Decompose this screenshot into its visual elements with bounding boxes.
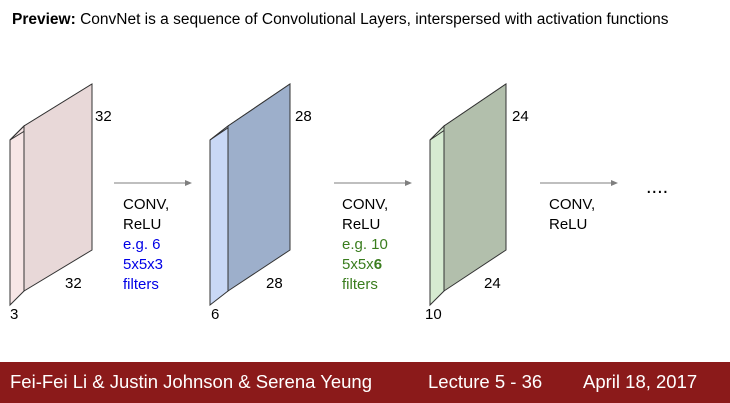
volume-3-width-label: 24 bbox=[484, 275, 501, 292]
step-1-filters: filters bbox=[123, 276, 159, 293]
step-2-label: CONV, ReLU e.g. 10 5x5x6 filters bbox=[342, 195, 388, 295]
step-3-label: CONV, ReLU bbox=[549, 195, 595, 235]
arrow-3 bbox=[540, 180, 618, 186]
volume-1-side bbox=[9, 124, 25, 307]
step-1-op-relu: ReLU bbox=[123, 216, 162, 233]
input-volume bbox=[9, 83, 93, 307]
ellipsis: .... bbox=[646, 176, 669, 198]
arrow-1 bbox=[114, 180, 192, 186]
step-3-op-conv: CONV, bbox=[549, 196, 596, 213]
conv1-volume bbox=[209, 83, 291, 307]
convnet-diagram bbox=[9, 83, 618, 307]
slide-footer: Fei-Fei Li & Justin Johnson & Serena Yeu… bbox=[0, 362, 730, 403]
arrow-2 bbox=[334, 180, 412, 186]
volume-1-face bbox=[23, 83, 93, 292]
volume-1-edge bbox=[9, 125, 25, 141]
volume-2-depth-label: 6 bbox=[211, 306, 220, 323]
step-2-filter-size: 5x5x6 bbox=[342, 256, 383, 273]
conv2-volume bbox=[429, 83, 507, 307]
volume-1-depth-label: 3 bbox=[10, 306, 19, 323]
volume-3-height-label: 24 bbox=[512, 108, 529, 125]
volume-2-height-label: 28 bbox=[295, 108, 312, 125]
footer-date: April 18, 2017 bbox=[583, 371, 698, 392]
title-bold-prefix: Preview: bbox=[12, 11, 76, 28]
volume-1-height-label: 32 bbox=[95, 108, 112, 125]
step-1-example: e.g. 6 bbox=[123, 236, 161, 253]
volume-1-width-label: 32 bbox=[65, 275, 82, 292]
footer-lecture: Lecture 5 - 36 bbox=[428, 371, 543, 392]
volume-2-face bbox=[227, 83, 291, 292]
step-1-op-conv: CONV, bbox=[123, 196, 170, 213]
step-2-filters: filters bbox=[342, 276, 378, 293]
volume-3-side bbox=[429, 124, 445, 307]
step-1-label: CONV, ReLU e.g. 6 5x5x3 filters bbox=[123, 195, 169, 295]
step-2-example: e.g. 10 bbox=[342, 236, 388, 253]
volume-2-side bbox=[209, 124, 229, 307]
volume-3-depth-label: 10 bbox=[425, 306, 442, 323]
volume-3-face bbox=[443, 83, 507, 292]
volume-2-width-label: 28 bbox=[266, 275, 283, 292]
step-2-op-relu: ReLU bbox=[342, 216, 381, 233]
step-3-op-relu: ReLU bbox=[549, 216, 588, 233]
slide-title: Preview: ConvNet is a sequence of Convol… bbox=[12, 10, 712, 29]
step-2-filter-depth: 6 bbox=[373, 256, 383, 273]
step-2-op-conv: CONV, bbox=[342, 196, 389, 213]
title-text: ConvNet is a sequence of Convolutional L… bbox=[75, 11, 669, 28]
footer-authors: Fei-Fei Li & Justin Johnson & Serena Yeu… bbox=[10, 371, 373, 392]
step-1-filter-size: 5x5x3 bbox=[123, 256, 164, 273]
